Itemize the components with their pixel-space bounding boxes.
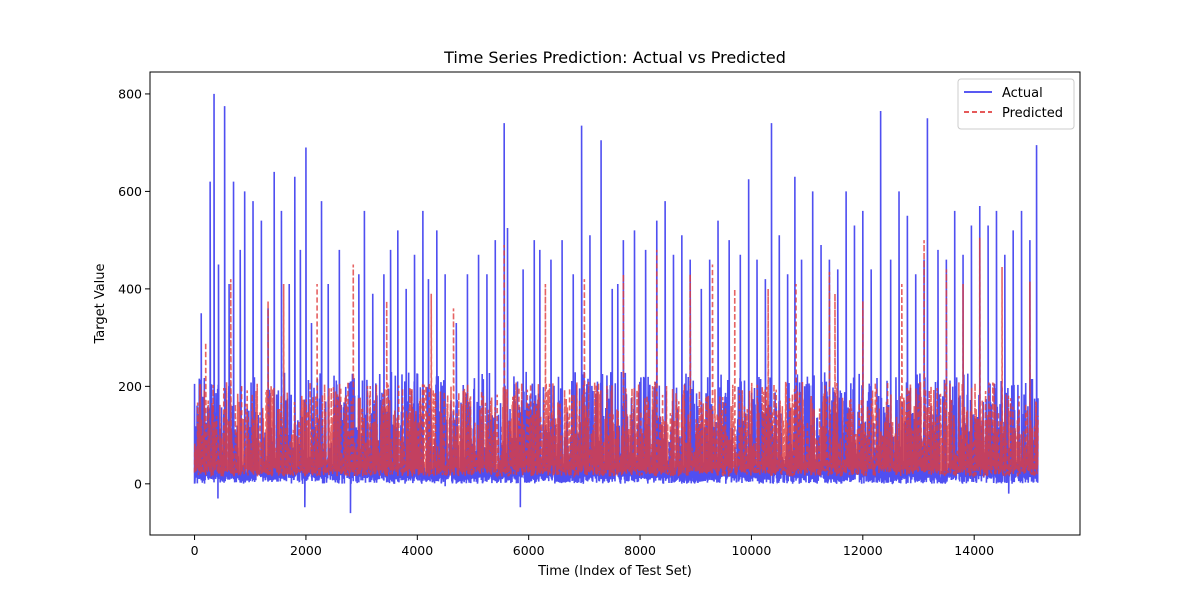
x-tick-label: 6000 — [513, 543, 545, 558]
legend-label-actual: Actual — [1002, 86, 1043, 101]
y-tick-label: 600 — [118, 184, 142, 199]
plot-area — [193, 93, 1039, 514]
x-axis: 0 2000 4000 6000 8000 10000 12000 14000 — [191, 535, 994, 558]
x-tick-label: 0 — [191, 543, 199, 558]
y-axis-label: Target Value — [93, 263, 108, 344]
y-tick-label: 0 — [134, 476, 142, 491]
x-tick-label: 10000 — [732, 543, 772, 558]
y-tick-label: 400 — [118, 281, 142, 296]
legend: Actual Predicted — [957, 78, 1075, 130]
y-tick-label: 800 — [118, 86, 142, 101]
chart-title: Time Series Prediction: Actual vs Predic… — [443, 48, 786, 67]
x-tick-label: 4000 — [401, 543, 433, 558]
x-axis-label: Time (Index of Test Set) — [537, 564, 692, 579]
x-tick-label: 12000 — [843, 543, 883, 558]
legend-label-predicted: Predicted — [1002, 106, 1063, 121]
x-tick-label: 2000 — [290, 543, 322, 558]
y-axis: 0 200 400 600 800 — [118, 86, 150, 491]
axes-frame — [149, 71, 1081, 536]
y-tick-label: 200 — [118, 379, 142, 394]
x-tick-label: 14000 — [954, 543, 994, 558]
series-line-predicted — [193, 237, 1039, 479]
x-tick-label: 8000 — [624, 543, 656, 558]
